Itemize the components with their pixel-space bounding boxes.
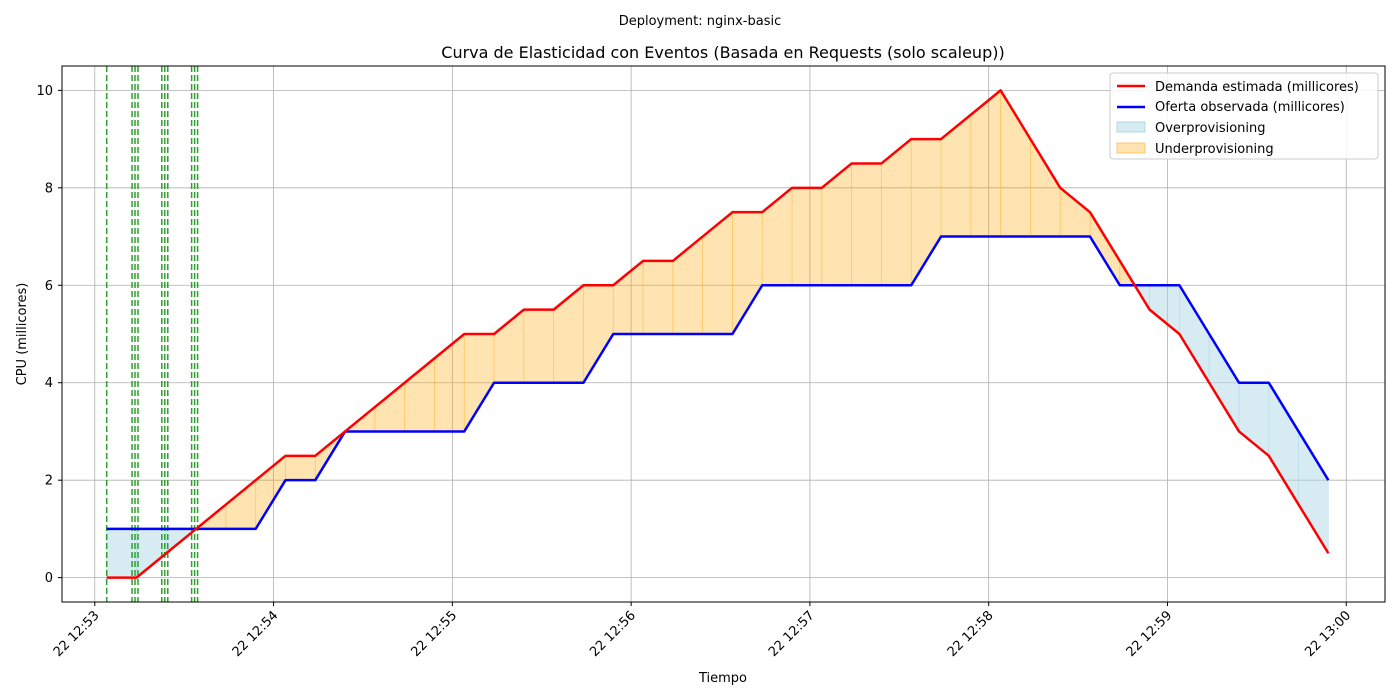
x-axis-label: Tiempo	[698, 671, 747, 686]
legend-over-swatch	[1116, 121, 1146, 133]
chart-title: Curva de Elasticidad con Eventos (Basada…	[441, 43, 1004, 62]
demand-line	[106, 89, 1330, 579]
legend-over-label: Overprovisioning	[1155, 121, 1266, 136]
legend-under-label: Underprovisioning	[1155, 142, 1274, 157]
legend-demand-label: Demanda estimada (millicores)	[1155, 80, 1359, 95]
y-tick-label: 6	[45, 279, 53, 294]
underprovisioning-area	[523, 309, 555, 384]
legend-under-swatch	[1116, 142, 1146, 154]
legend-frame	[1109, 72, 1379, 160]
y-tick-label: 4	[45, 376, 53, 391]
y-tick-label: 8	[45, 181, 53, 196]
y-tick-label: 10	[36, 84, 53, 99]
figure-suptitle: Deployment: nginx-basic	[619, 14, 782, 29]
supply-line	[106, 235, 1330, 531]
underprovisioning-area	[642, 260, 674, 335]
legend: Demanda estimada (millicores) Oferta obs…	[1109, 72, 1379, 160]
y-tick-label: 2	[45, 474, 53, 489]
underprovisioning-area	[285, 455, 316, 481]
y-tick-label: 0	[45, 571, 53, 586]
underprovisioning-area	[851, 163, 882, 286]
underprovisioning-area	[791, 187, 823, 286]
y-axis-label: CPU (millicores)	[15, 283, 30, 386]
plot-frame	[61, 65, 1386, 603]
legend-supply-label: Oferta observada (millicores)	[1155, 100, 1345, 115]
